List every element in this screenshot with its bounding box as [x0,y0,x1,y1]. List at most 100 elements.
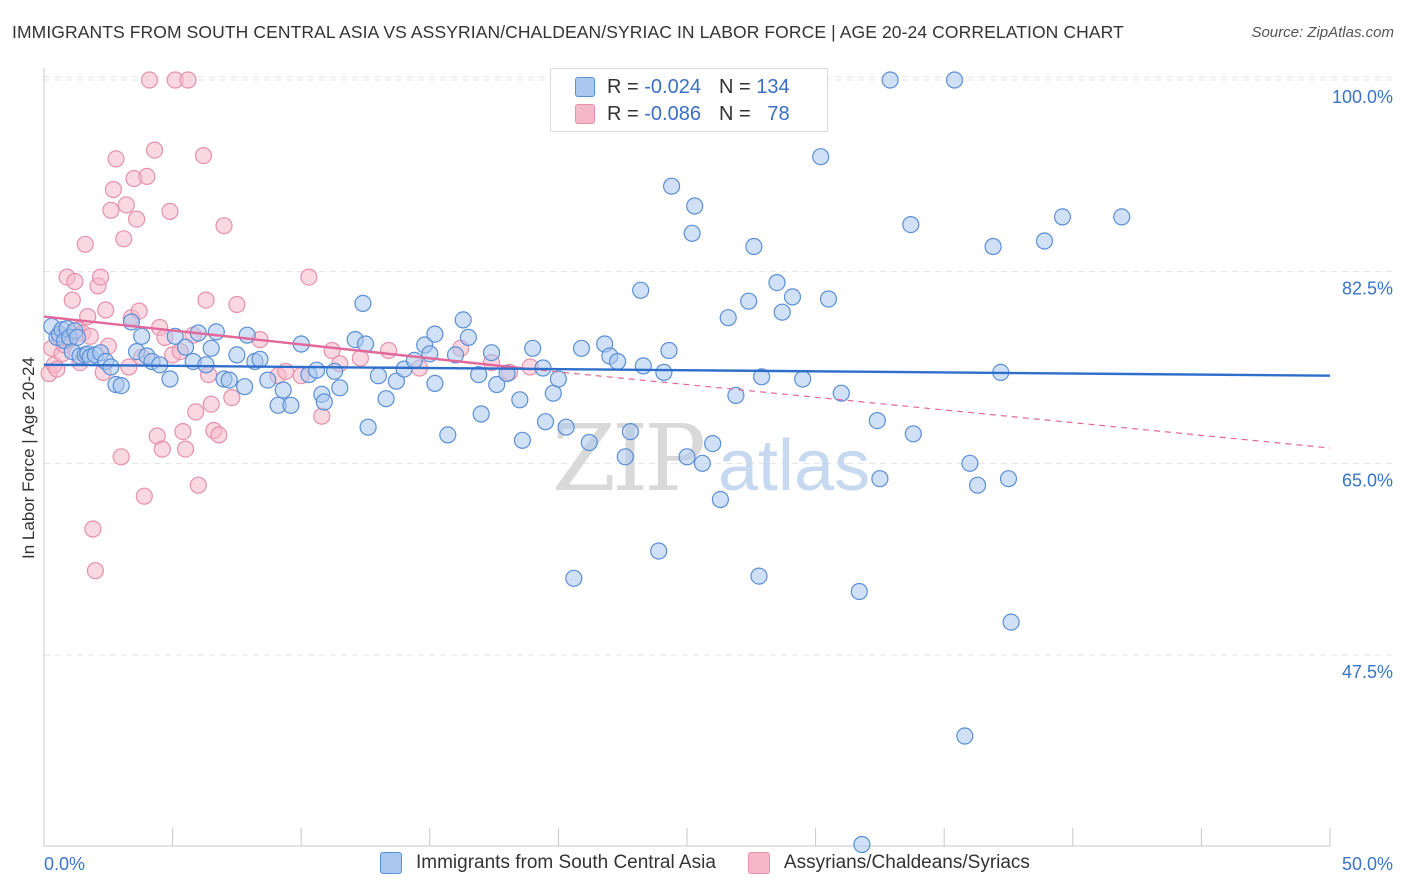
data-point-blue [853,835,871,854]
data-point-blue [387,372,405,390]
data-point-blue [719,309,737,327]
data-point-blue [999,470,1018,488]
data-point-blue [881,71,899,89]
y-tick-label: 65.0% [1342,470,1393,490]
watermark-atlas: atlas [718,426,870,506]
data-point-pink [380,341,398,360]
data-point-blue [470,366,488,384]
data-point-blue [238,326,256,344]
data-point-blue [557,418,575,436]
data-point-blue [426,374,444,392]
data-point-pink [197,291,215,309]
data-point-pink [104,180,123,199]
data-point-blue [544,384,562,402]
data-point-blue [621,423,640,441]
data-point-blue [660,341,678,360]
legend-swatch-pink [575,104,595,124]
data-point-blue [984,237,1002,256]
data-point-pink [179,71,197,89]
data-point-pink [128,210,146,228]
legend-row-pink: R = -0.086 N = 78 [575,101,790,127]
legend-n-value: 134 [756,75,790,98]
data-point-blue [282,396,300,414]
data-point-blue [632,281,650,299]
data-point-blue [359,418,377,436]
data-point-blue [549,370,568,388]
legend-label-blue: Immigrants from South Central Asia [416,852,716,873]
data-point-blue [580,433,598,452]
data-point-pink [66,272,84,291]
data-point-blue [228,346,246,364]
legend-r-label: R = [607,75,639,98]
data-point-blue [524,339,542,357]
data-point-pink [84,520,102,538]
x-tick-label-min: 0.0% [44,854,85,874]
data-point-blue [945,71,964,89]
data-point-pink [228,295,246,314]
data-point-pink [189,476,207,494]
data-point-blue [902,216,920,234]
data-point-blue [439,426,457,444]
data-point-blue [459,328,477,346]
data-point-pink [86,562,105,580]
data-point-blue [315,393,333,411]
trend-line-blue [43,363,1331,377]
data-point-blue [608,352,627,371]
data-point-blue [446,346,465,364]
data-point-blue [655,363,673,381]
data-point-pink [97,301,115,319]
data-point-blue [236,378,254,396]
data-point-blue [683,224,701,242]
y-axis-label: In Labor Force | Age 20-24 [19,357,38,559]
data-point-pink [135,487,153,505]
data-point-blue [773,303,791,321]
data-point-pink [63,291,81,309]
data-point-blue [161,370,179,388]
data-point-blue [783,288,802,306]
trend-lines [43,315,1331,449]
y-tick-label: 82.5% [1342,279,1393,299]
data-point-pink [215,217,233,235]
data-point-blue [274,381,292,399]
data-point-pink [194,147,213,165]
source-label: Source: ZipAtlas.com [1251,24,1394,41]
data-point-blue [678,448,696,466]
legend-n-label: N = [718,102,751,125]
data-point-blue [513,431,532,449]
data-point-blue [536,413,555,431]
data-point-pink [117,196,135,214]
legend-swatch-blue [575,77,595,97]
data-point-pink [48,360,66,378]
legend-label-pink: Assyrians/Chaldeans/Syriacs [783,852,1030,873]
data-point-pink [174,423,192,441]
trend-line-pink-extended [530,368,1331,449]
data-point-blue [259,371,277,389]
data-point-blue [868,412,886,430]
data-point-blue [961,454,979,472]
data-point-blue [812,148,830,166]
data-point-blue [686,197,704,215]
data-point-pink [76,235,94,253]
data-point-blue [693,454,712,472]
chart-title: IMMIGRANTS FROM SOUTH CENTRAL ASIA VS AS… [12,22,1124,42]
data-point-pink [202,395,220,413]
data-point-blue [740,292,758,310]
data-point-blue [331,379,349,397]
legend-n-value: 78 [767,102,790,125]
data-point-blue [1053,208,1072,226]
data-point-blue [1002,613,1020,631]
data-point-blue [482,344,501,362]
y-tick-label: 47.5% [1342,662,1393,682]
tick-labels: 0.0% 50.0% 100.0% 82.5% 65.0% 47.5% [44,87,1393,874]
data-point-blue [904,425,922,443]
series-blue-points [43,71,1131,854]
data-point-pink [153,440,171,458]
data-point-blue [572,339,591,357]
data-point-blue [968,476,987,494]
data-point-blue [308,361,326,379]
data-point-blue [871,470,889,488]
legend-item-blue: Immigrants from South Central Asia [380,852,716,874]
data-point-pink [300,268,318,286]
data-point-blue [832,384,850,402]
